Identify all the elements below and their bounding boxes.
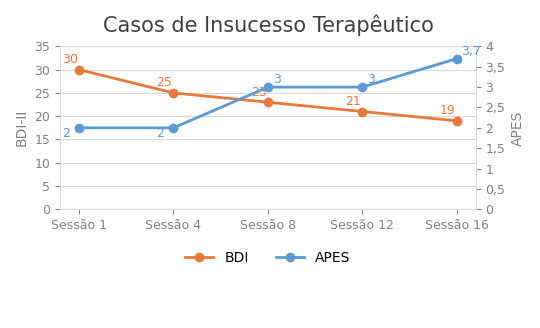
APES — [454, 57, 460, 61]
APES — [170, 126, 177, 130]
Text: 2: 2 — [62, 127, 70, 140]
APES — [265, 85, 271, 89]
Line: BDI: BDI — [75, 66, 461, 125]
Title: Casos de Insucesso Terapêutico: Casos de Insucesso Terapêutico — [103, 15, 434, 36]
Text: 3,7: 3,7 — [462, 45, 482, 57]
Text: 3: 3 — [367, 73, 375, 86]
Line: APES: APES — [75, 54, 461, 132]
APES — [76, 126, 82, 130]
Text: 25: 25 — [157, 76, 172, 90]
Text: 3: 3 — [273, 73, 281, 86]
Legend: BDI, APES: BDI, APES — [180, 245, 356, 271]
Y-axis label: BDI-II: BDI-II — [15, 109, 29, 146]
BDI — [76, 68, 82, 72]
Text: 2: 2 — [157, 127, 164, 140]
Y-axis label: APES: APES — [511, 110, 525, 146]
APES — [359, 85, 366, 89]
Text: 23: 23 — [251, 86, 267, 99]
Text: 19: 19 — [440, 104, 456, 117]
BDI — [454, 119, 460, 123]
Text: 21: 21 — [346, 95, 361, 108]
Text: 30: 30 — [62, 53, 78, 66]
BDI — [265, 100, 271, 104]
BDI — [170, 91, 177, 95]
BDI — [359, 110, 366, 113]
